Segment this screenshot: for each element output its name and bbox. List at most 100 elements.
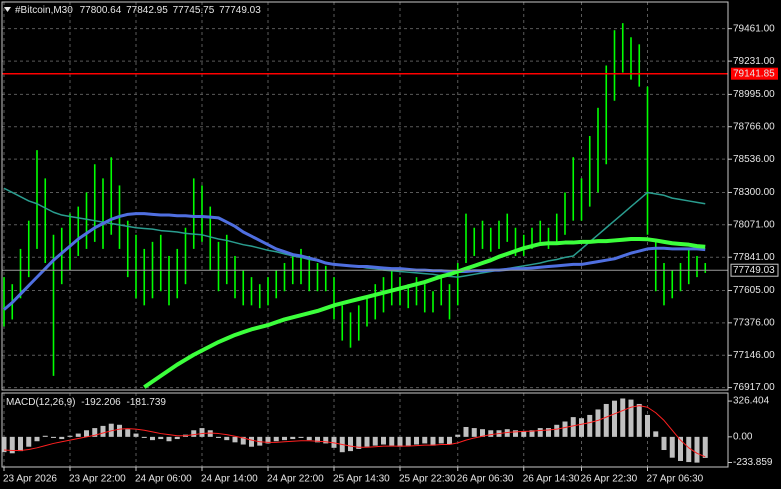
macd-bar: [150, 436, 155, 441]
last-price-box: [730, 263, 779, 277]
y-tick-label: 79231.00: [733, 56, 775, 67]
macd-bar: [133, 433, 139, 437]
macd-bar: [620, 398, 626, 437]
macd-bar: [141, 436, 147, 438]
macd-bar: [686, 436, 692, 463]
macd-bar: [422, 436, 428, 444]
macd-bar: [265, 436, 271, 444]
macd-bar: [199, 428, 205, 437]
level-label-box: [731, 67, 778, 80]
moving-average: [3, 212, 706, 311]
macd-bar: [100, 425, 106, 437]
macd-bar: [570, 417, 576, 437]
macd-bar: [356, 436, 362, 449]
y-tick-label: 77841.00: [733, 252, 775, 263]
macd-bar: [661, 436, 667, 451]
y-tick-label: 79461.00: [733, 23, 775, 34]
level-label: 79141.85: [733, 68, 775, 79]
macd-bar: [595, 409, 601, 437]
macd-bar: [158, 436, 164, 440]
symbol: #Bitcoin,M30: [15, 5, 73, 16]
macd-bar: [678, 436, 683, 461]
header: #Bitcoin,M30 77800.64 77842.95 77745.75 …: [15, 5, 261, 16]
macd-bar: [51, 436, 56, 438]
x-tick-label: 24 Apr 22:00: [267, 474, 324, 485]
y-tick-label: 77146.00: [733, 350, 775, 361]
x-tick-label: 24 Apr 06:00: [135, 474, 192, 485]
x-tick-label: 23 Apr 22:00: [69, 474, 126, 485]
macd-bar: [669, 436, 675, 458]
macd-bar: [612, 400, 617, 437]
macd-bar: [389, 436, 395, 446]
macd-bar: [414, 436, 419, 445]
macd-bar: [191, 430, 197, 437]
macd-bar: [537, 428, 543, 437]
y-tick-label: 78536.00: [733, 154, 775, 165]
quote-high: 77842.95: [126, 5, 168, 16]
macd-bar: [166, 436, 172, 442]
y-tick-label: 77605.00: [733, 285, 775, 296]
macd-bar: [364, 436, 370, 447]
macd-bar: [694, 436, 700, 463]
macd-bar: [67, 435, 73, 437]
macd-bar: [331, 436, 337, 448]
macd-bar: [9, 436, 15, 454]
macd-bar: [521, 431, 527, 437]
y-tick-label: 76917.00: [733, 382, 775, 393]
macd-bar: [1, 436, 7, 453]
macd-bar: [529, 430, 535, 437]
macd-bar: [216, 436, 221, 438]
macd-bar: [463, 426, 469, 437]
macd-bar: [645, 414, 650, 437]
macd-bar: [636, 403, 642, 437]
macd-bar: [455, 434, 461, 437]
moving-average: [143, 237, 706, 389]
y-tick-label: -233.859: [733, 457, 773, 468]
main-frame: [1, 1, 729, 391]
macd-bar: [603, 403, 609, 437]
y-tick-label: 0.00: [733, 431, 753, 442]
quote-close: 77749.03: [219, 5, 261, 16]
macd-bar: [34, 436, 40, 442]
macd-bar: [75, 433, 81, 437]
quote-open: 77800.64: [80, 5, 122, 16]
x-tick-label: 25 Apr 14:30: [333, 474, 390, 485]
macd-bar: [562, 421, 568, 437]
macd-bar: [381, 436, 386, 445]
last-price-label: 77749.03: [733, 265, 775, 276]
x-tick-label: 26 Apr 14:30: [523, 474, 580, 485]
macd-bar: [504, 429, 510, 437]
macd-frame: [1, 392, 729, 468]
macd-bar: [653, 431, 659, 437]
macd-header: MACD(12,26,9) -192.206 -181.739: [6, 397, 166, 408]
macd-main: -192.206: [81, 397, 121, 408]
quote-low: 77745.75: [173, 5, 215, 16]
macd-bar: [257, 436, 263, 446]
macd-bar: [108, 423, 114, 437]
macd-bar: [587, 414, 593, 437]
macd-bar: [282, 436, 287, 441]
macd-bar: [315, 436, 320, 443]
macd-bar: [513, 430, 518, 437]
y-tick-label: 78995.00: [733, 89, 775, 100]
y-tick-label: 77376.00: [733, 317, 775, 328]
macd-bar: [273, 436, 279, 442]
macd-bar: [579, 418, 584, 437]
menu-arrow[interactable]: [4, 7, 11, 12]
x-tick-label: 27 Apr 06:30: [647, 474, 704, 485]
y-tick-label: 78766.00: [733, 121, 775, 132]
macd-bar: [42, 435, 48, 437]
macd-bar: [117, 424, 122, 437]
macd-bar: [240, 436, 246, 445]
y-tick-label: 78071.00: [733, 219, 775, 230]
macd-bar: [438, 436, 444, 444]
macd-bar: [249, 436, 254, 447]
macd-bar: [26, 436, 32, 447]
macd-bar: [430, 436, 436, 446]
macd-bar: [471, 428, 477, 437]
macd-bar: [306, 436, 312, 441]
macd-bar: [290, 436, 296, 440]
